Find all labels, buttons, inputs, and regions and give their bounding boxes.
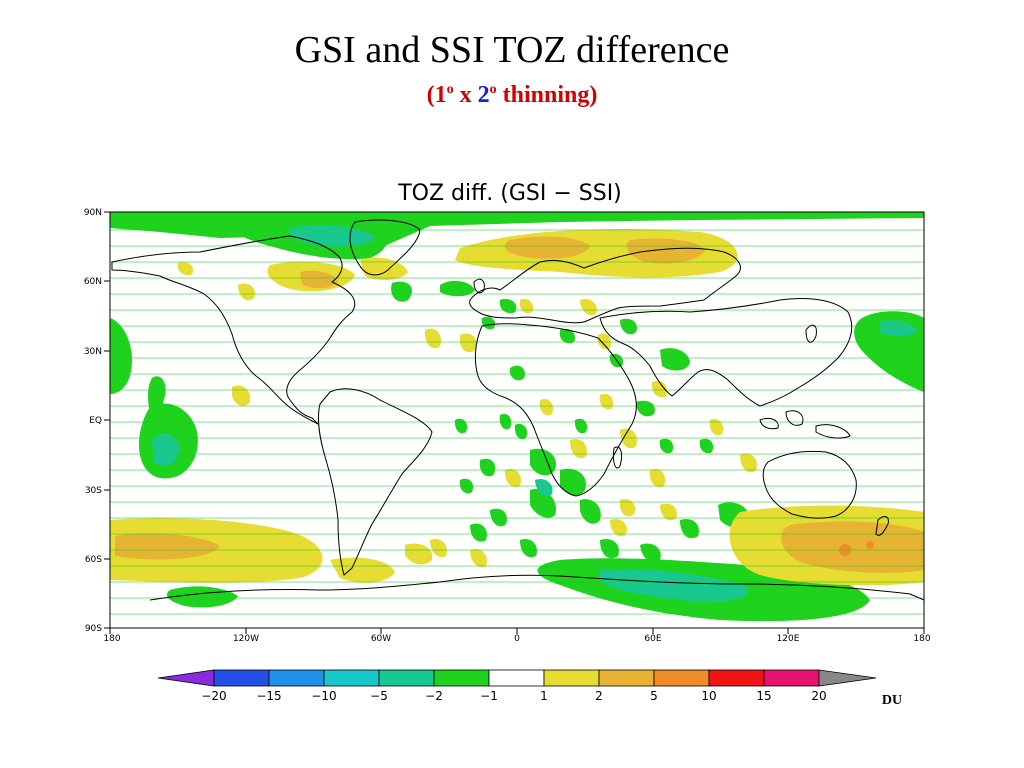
colorbar-labels: −20 −15 −10 −5 −2 −1 1 2 5 10 15 20	[201, 689, 826, 703]
subtitle-open: (1	[426, 82, 447, 108]
colorbar-label: −10	[311, 689, 336, 703]
lon-label-180e: 180	[913, 634, 930, 644]
colorbar-segment	[598, 669, 655, 687]
lon-label-120e: 120E	[777, 634, 800, 644]
colorbar-segment	[543, 669, 600, 687]
colorbar-high-arrow	[818, 669, 877, 687]
colorbar-label: −1	[480, 689, 498, 703]
axis-ticks	[104, 211, 925, 634]
coast-europe	[469, 247, 741, 324]
coast-australia	[762, 450, 857, 519]
latitude-labels: 90N 60N 30N EQ 30S 60S 90S	[84, 208, 102, 634]
lat-label-90n: 90N	[84, 208, 102, 218]
colorbar-unit: DU	[882, 693, 902, 708]
coast-madagascar	[613, 446, 623, 469]
coast-british-isles	[473, 278, 485, 294]
colorbar-segment	[763, 669, 820, 687]
colorbar-label: −15	[256, 689, 281, 703]
colorbar-segment	[433, 669, 490, 687]
coast-new-zealand	[875, 516, 889, 536]
colorbar-label: −2	[425, 689, 443, 703]
subtitle-rest: thinning)	[496, 82, 598, 108]
colorbar-label: 1	[540, 689, 548, 703]
lon-label-120w: 120W	[233, 634, 259, 644]
coast-south-america	[317, 388, 433, 576]
lon-label-180w: 180	[103, 634, 120, 644]
lat-label-30n: 30N	[84, 347, 102, 357]
coast-indonesia	[759, 417, 779, 430]
longitude-labels: 180 120W 60W 0 60E 120E 180	[103, 634, 930, 644]
coast-antarctica	[149, 574, 924, 601]
coast-north-america	[111, 235, 356, 425]
colorbar-label: −20	[201, 689, 226, 703]
lat-label-60n: 60N	[84, 277, 102, 287]
coastlines	[111, 219, 924, 601]
coast-greenland	[349, 219, 421, 276]
subtitle-two: 2	[477, 82, 490, 108]
lon-label-60w: 60W	[371, 634, 391, 644]
coast-japan	[805, 324, 817, 343]
coast-asia	[599, 298, 853, 407]
subtitle-x: x	[453, 82, 478, 108]
lon-label-0: 0	[514, 634, 520, 644]
coast-africa	[474, 323, 637, 497]
degree-sign-1: o	[446, 82, 454, 97]
degree-sign-2: o	[489, 82, 497, 97]
latitude-gridlines	[110, 229, 924, 615]
colorbar-segment	[488, 669, 545, 687]
colorbar-segment	[653, 669, 710, 687]
slide-subtitle: (1o x 2o thinning)	[0, 82, 1024, 109]
lat-label-90s: 90S	[85, 624, 102, 634]
colorbar-segment	[708, 669, 765, 687]
colorbar-low-arrow	[157, 669, 215, 687]
lat-label-30s: 30S	[85, 486, 102, 496]
colorbar-segment	[268, 669, 325, 687]
coast-borneo	[785, 410, 804, 426]
colorbar-segment	[213, 669, 270, 687]
colorbar-label: 10	[701, 689, 716, 703]
coast-new-guinea	[815, 424, 851, 439]
slide-title: GSI and SSI TOZ difference	[294, 29, 730, 71]
colorbar-segment	[378, 669, 435, 687]
map-title: TOZ diff. (GSI − SSI)	[397, 181, 622, 206]
colorbar-label: 20	[811, 689, 826, 703]
colorbar	[157, 669, 877, 687]
colorbar-segment	[323, 669, 380, 687]
colorbar-label: 5	[650, 689, 658, 703]
map-field	[110, 212, 924, 628]
lon-label-60e: 60E	[644, 634, 661, 644]
colorbar-label: 2	[595, 689, 603, 703]
lat-label-60s: 60S	[85, 555, 102, 565]
colorbar-label: −5	[370, 689, 388, 703]
lat-label-eq: EQ	[89, 416, 102, 426]
colorbar-label: 15	[756, 689, 771, 703]
